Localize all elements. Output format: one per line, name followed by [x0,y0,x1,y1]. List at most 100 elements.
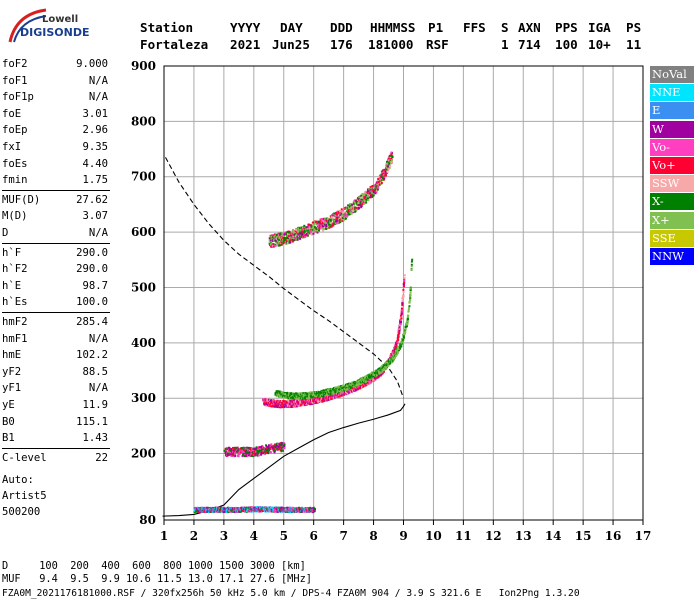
o-trace-point [335,395,338,398]
x-tick-label: 1 [160,529,168,543]
x-trace-point [406,320,409,323]
second-hop-echo-point [334,214,337,217]
x-trace-point [404,330,407,333]
x-trace-point [387,364,390,367]
x-trace-point [410,260,413,263]
x-trace-point [286,391,289,394]
x-trace-point [409,298,412,301]
x-trace-point [314,391,317,394]
second-hop-echo-point [318,226,321,229]
x-trace-point [279,390,282,393]
o-trace-point [286,404,289,407]
es-echo-point [253,509,256,512]
second-hop-echo-point [294,234,297,237]
o-trace-point [297,401,300,404]
header-value: 1 [501,37,509,52]
second-hop-echo-point [271,245,274,248]
param-value: 1.75 [82,174,108,187]
x-trace-point [400,341,403,344]
second-hop-echo-point [374,188,377,191]
second-hop-echo-point [380,170,383,173]
es-echo-point [207,511,210,514]
o-trace-point [333,393,336,396]
o-trace-point [294,399,297,402]
second-hop-echo-point [291,238,294,241]
x-trace-point [399,346,402,349]
second-hop-echo-point [355,208,358,211]
second-hop-echo-point [314,231,317,234]
second-hop-echo-point [388,159,391,162]
second-hop-echo-point [365,194,368,197]
second-hop-echo-point [357,199,360,202]
header-label: P1 [428,20,444,35]
o-trace-point [355,388,358,391]
second-hop-echo-point [330,218,333,221]
param-row: yF2 88.5 [2,364,108,381]
o-trace-point [301,399,304,402]
x-trace-point [297,396,300,399]
auto-scaling-line: 500200 [2,506,41,519]
x-trace-point [296,397,299,400]
x-trace-point [324,394,327,397]
second-hop-echo-point [281,241,284,244]
o-trace-point [311,401,314,404]
x-trace-point [392,357,395,360]
x-trace-point [325,391,328,394]
o-trace-point [361,383,364,386]
second-hop-echo-point [366,197,369,200]
header-value: 11 [626,37,642,52]
x-trace-point [375,370,378,373]
x-trace-point [322,389,325,392]
second-hop-echo-point [390,157,393,160]
second-hop-echo-point [357,202,360,205]
second-hop-echo-point [354,209,357,212]
x-trace-point [404,332,407,335]
param-key: h`E [2,279,22,292]
param-row: hmF1 N/A [2,331,108,348]
x-trace-point [277,390,280,393]
param-key: foF1 [2,74,28,87]
second-hop-echo-point [342,219,345,222]
second-hop-echo-point [353,200,356,203]
second-hop-echo-point [301,231,304,234]
param-value: 100.0 [76,296,108,309]
second-hop-echo-point [372,191,375,194]
second-hop-echo-point [296,238,299,241]
x-trace-point [328,388,331,391]
es-echo-point [249,509,252,512]
second-hop-echo-point [390,151,393,154]
second-hop-echo-point [341,214,344,217]
x-trace-point [402,336,405,339]
x-trace-point [370,376,373,379]
o-trace-point [373,378,376,381]
x-trace-point [280,394,283,397]
param-value: N/A [88,227,108,239]
second-hop-echo-point [330,225,333,228]
param-row: hmF2 285.4 [2,314,108,331]
second-hop-echo-point [347,209,350,212]
second-hop-echo-point [350,212,353,215]
second-hop-echo-point [283,235,286,238]
second-hop-echo-point [367,189,370,192]
second-hop-echo-point [278,238,281,241]
second-hop-echo-point [337,210,340,213]
second-hop-echo-point [284,231,287,234]
o-trace-point [317,400,320,403]
x-tick-label: 9 [399,529,407,543]
x-trace-point [287,394,290,397]
second-hop-echo-point [369,189,372,192]
x-trace-point [274,392,277,395]
second-hop-echo-point [371,187,374,190]
second-hop-echo-point [380,173,383,176]
second-hop-echo-point [297,230,300,233]
es-echo-point [212,508,215,511]
second-hop-echo-point [342,217,345,220]
y-tick-label: 400 [131,336,156,350]
second-hop-echo-point [277,233,280,236]
x-trace-point [378,371,381,374]
second-hop-echo-point [287,231,290,234]
second-hop-echo-point [377,181,380,184]
es-echo-point [246,506,249,509]
second-hop-echo-point [316,231,319,234]
o-trace-point [402,295,405,298]
